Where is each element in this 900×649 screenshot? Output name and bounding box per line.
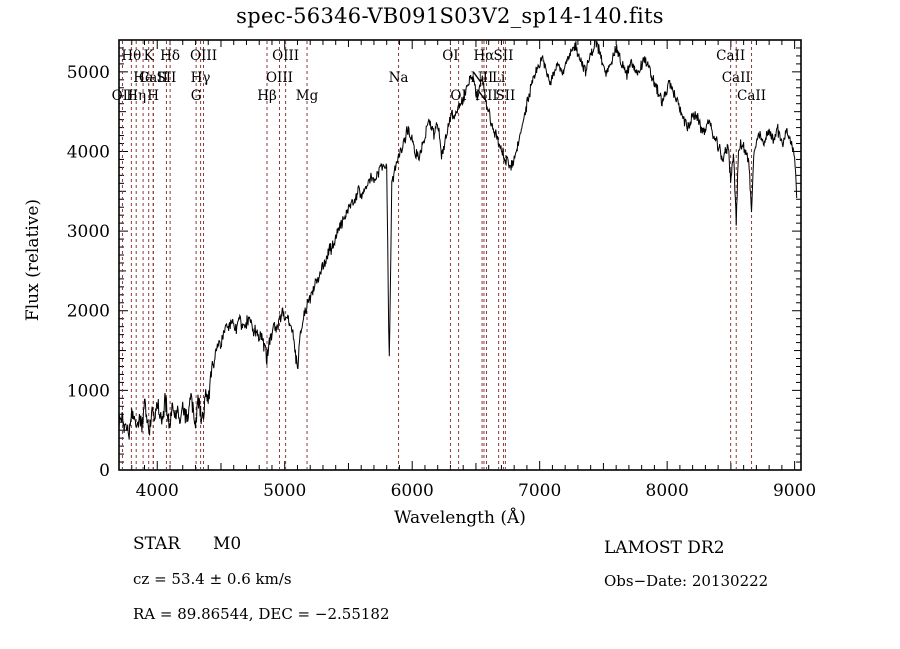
spectral-line-label: SII [495, 88, 515, 104]
spectral-line-label: OIII [190, 48, 217, 64]
spectral-line-label: OI [442, 48, 458, 64]
page-title: spec-56346-VB091S03V2_sp14-140.fits [236, 4, 664, 28]
spectral-line-label: Hγ [191, 70, 211, 86]
spectral-line-label: CaII [737, 88, 766, 104]
axis-ticks [118, 39, 801, 471]
spectral-line-label: CaII [716, 48, 745, 64]
x-tick-label: 8000 [646, 481, 689, 501]
spectral-line-label: OII [112, 88, 134, 104]
spectrum-trace [119, 40, 798, 440]
spectral-line-label: OIII [266, 70, 293, 86]
spectrum-plot[interactable]: 4000 5000 6000 7000 8000 9000 0 1000 2000 3000 400… [0, 0, 900, 530]
x-tick-label: 9000 [773, 481, 816, 501]
x-tick-label: 4000 [136, 481, 179, 501]
y-tick-label: 2000 [67, 302, 110, 322]
spectral-line-label: G [191, 88, 202, 104]
x-tick-label: 6000 [391, 481, 434, 501]
observation-date: Obs−Date: 20130222 [604, 572, 769, 590]
x-tick-label: 5000 [263, 481, 306, 501]
spectral-line-label: K [144, 48, 155, 64]
spectral-line-label: Mg [296, 88, 319, 104]
coordinates: RA = 89.86544, DEC = −2.55182 [133, 605, 390, 623]
spectral-line-label: CaII [139, 70, 168, 86]
redshift-velocity: cz = 53.4 ± 0.6 km/s [133, 570, 292, 588]
spectral-line-label: Hθ [121, 48, 141, 64]
spectral-line-label: He [133, 70, 153, 86]
spectral-line-label: CaII [722, 70, 751, 86]
spectral-class: M0 [212, 534, 242, 554]
spectral-line-label: SII [494, 48, 514, 64]
spectral-line-label: Hη [126, 88, 146, 104]
y-tick-label: 3000 [67, 222, 110, 242]
spectral-line-label: Hδ [160, 48, 180, 64]
spectral-line-label: NII [475, 88, 497, 104]
spectral-line-label: SII [156, 70, 176, 86]
spectral-line-label: Hβ [257, 88, 277, 104]
spectral-line-label: Na [389, 70, 409, 86]
x-tick-label: 7000 [518, 481, 561, 501]
y-tick-label: 5000 [67, 63, 110, 83]
x-axis-label: Wavelength (Å) [394, 508, 526, 528]
spectral-line-label: OIII [272, 48, 299, 64]
spectral-line-label: H [147, 88, 159, 104]
survey-name: LAMOST DR2 [604, 538, 725, 558]
y-tick-label: 0 [99, 461, 110, 481]
object-type: STAR [133, 534, 181, 554]
spectral-line-label: Li [492, 70, 506, 86]
y-tick-label: 4000 [67, 142, 110, 162]
spectral-line-label: Hα [474, 48, 495, 64]
y-tick-label: 1000 [67, 381, 110, 401]
object-type-label: STAR M0 [133, 534, 241, 554]
